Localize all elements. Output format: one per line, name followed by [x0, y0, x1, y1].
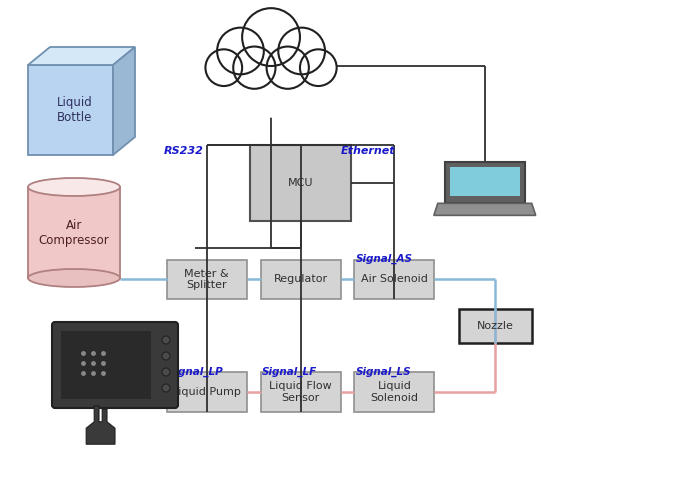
Text: Liquid
Bottle: Liquid Bottle [56, 96, 92, 124]
Text: Regulator: Regulator [274, 274, 327, 284]
Text: MCU: MCU [288, 177, 313, 188]
Circle shape [210, 0, 332, 118]
Bar [250, 145, 351, 220]
Polygon shape [445, 162, 525, 203]
Ellipse shape [28, 269, 120, 287]
Circle shape [300, 49, 336, 86]
Polygon shape [434, 203, 536, 215]
Circle shape [242, 8, 300, 66]
Circle shape [278, 27, 325, 74]
Polygon shape [28, 47, 135, 65]
Text: Liquid Flow
Sensor: Liquid Flow Sensor [269, 381, 332, 403]
Polygon shape [28, 187, 120, 278]
Bar [261, 260, 341, 299]
Polygon shape [113, 47, 135, 155]
Circle shape [162, 368, 170, 376]
Text: HMI: HMI [106, 345, 129, 356]
Text: Air Solenoid: Air Solenoid [361, 274, 428, 284]
Ellipse shape [28, 178, 120, 196]
Polygon shape [86, 406, 115, 444]
Bar [450, 167, 520, 196]
Text: Liquid Pump: Liquid Pump [172, 387, 241, 397]
Polygon shape [28, 65, 113, 155]
Text: Nozzle: Nozzle [477, 321, 514, 331]
Text: Meter &
Splitter: Meter & Splitter [184, 269, 229, 290]
Text: RS232: RS232 [164, 146, 204, 156]
Text: Signal_AS: Signal_AS [356, 254, 413, 264]
Circle shape [162, 352, 170, 360]
Circle shape [206, 49, 242, 86]
Text: Air
Compressor: Air Compressor [39, 219, 109, 247]
Circle shape [162, 384, 170, 392]
Text: Liquid
Solenoid: Liquid Solenoid [370, 381, 418, 403]
Bar [261, 372, 341, 412]
Text: Signal_LS: Signal_LS [356, 367, 411, 377]
Circle shape [267, 47, 309, 89]
Bar [354, 260, 434, 299]
Bar [354, 372, 434, 412]
Text: Ethernet: Ethernet [341, 146, 395, 156]
Text: Signal_LP: Signal_LP [168, 367, 224, 377]
Bar [167, 260, 247, 299]
FancyBboxPatch shape [52, 322, 178, 408]
Circle shape [162, 336, 170, 344]
Bar [61, 331, 151, 399]
Bar [167, 372, 247, 412]
Bar [459, 309, 532, 343]
Text: Signal_LF: Signal_LF [262, 367, 317, 377]
Circle shape [234, 47, 275, 89]
Circle shape [217, 27, 264, 74]
